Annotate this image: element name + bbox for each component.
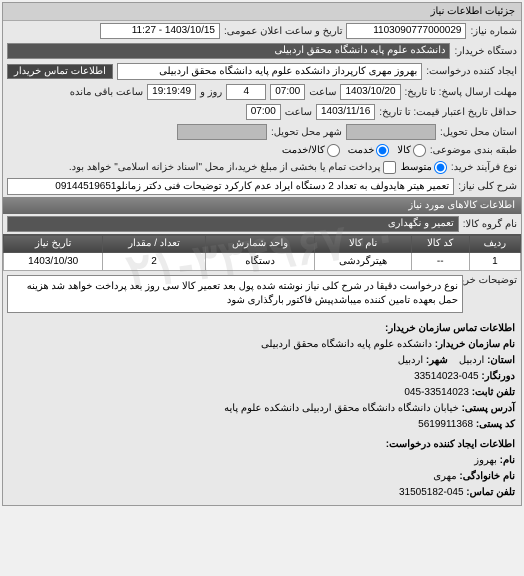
buyer-label: دستگاه خریدار: <box>454 46 517 57</box>
state-value: اردبیل <box>459 355 484 366</box>
zip-label: کد پستی: <box>476 419 515 430</box>
buyer-field: دانشکده علوم پایه دانشگاه محقق اردبیلی <box>7 43 450 59</box>
tel-label: تلفن ثابت: <box>472 387 515 398</box>
th-4: تعداد / مقدار <box>103 235 205 253</box>
proc-radios: متوسط <box>400 161 446 174</box>
table-header-row: ردیف کد کالا نام کالا واحد شمارش تعداد /… <box>4 235 521 253</box>
radio-both-label: کالا/خدمت <box>282 145 325 156</box>
td-2: هیترگردشی <box>315 253 411 271</box>
deliv-city-field <box>177 124 267 140</box>
pubdate-field: 1403/10/15 - 11:27 <box>100 23 220 39</box>
pubdate-label: تاریخ و ساعت اعلان عمومی: <box>224 26 343 37</box>
lname-value: مهری <box>433 471 456 482</box>
fax-value: 045-33514023 <box>414 371 479 382</box>
budget-radios: کالا خدمت کالا/خدمت <box>282 144 426 157</box>
td-5: 1403/10/30 <box>4 253 103 271</box>
main-panel: جزئیات اطلاعات نیاز شماره نیاز: 11030907… <box>2 2 522 506</box>
contact-block: اطلاعات تماس سازمان خریدار: نام سازمان خ… <box>3 317 521 505</box>
phone-value: 045-31505182 <box>399 487 464 498</box>
cat-field: تعمیر و نگهداری <box>7 216 459 232</box>
row-budget: طبقه بندی موضوعی: کالا خدمت کالا/خدمت <box>3 142 521 159</box>
radio-kala-label: کالا <box>397 145 411 156</box>
row-creator: ایجاد کننده درخواست: بهروز مهری کارپرداز… <box>3 61 521 82</box>
time-label-1: ساعت <box>309 87 336 98</box>
radio-khedmat-label: خدمت <box>348 145 375 156</box>
th-5: تاریخ نیاز <box>4 235 103 253</box>
remain-label: ساعت باقی مانده <box>70 87 143 98</box>
row-resp-from: مهلت ارسال پاسخ: تا تاریخ: 1403/10/20 سا… <box>3 82 521 102</box>
remain-field: 19:19:49 <box>147 84 196 100</box>
goods-title: اطلاعات کالاهای مورد نیاز <box>3 197 521 214</box>
td-1: -- <box>411 253 469 271</box>
tel-value: 33514023-045 <box>404 387 469 398</box>
resp-from-date: 1403/10/20 <box>340 84 400 100</box>
time-label-2: ساعت <box>285 107 312 118</box>
state-label: استان: <box>487 355 515 366</box>
desc-label: شرح کلی نیاز: <box>458 181 517 192</box>
proc-note-check[interactable]: پرداخت تمام یا بخشی از مبلغ خرید،از محل … <box>69 161 397 174</box>
td-0: 1 <box>469 253 520 271</box>
fax-label: دورنگار: <box>481 371 515 382</box>
creator-label: ایجاد کننده درخواست: <box>426 66 517 77</box>
resp-to-time: 07:00 <box>246 104 281 120</box>
row-delivery: استان محل تحویل: شهر محل تحویل: <box>3 122 521 142</box>
radio-both[interactable]: کالا/خدمت <box>282 144 340 157</box>
creator-title: اطلاعات ایجاد کننده درخواست: <box>9 437 515 453</box>
resp-from-time: 07:00 <box>270 84 305 100</box>
panel-title: جزئیات اطلاعات نیاز <box>3 3 521 21</box>
th-0: ردیف <box>469 235 520 253</box>
fname-value: بهروز <box>474 455 497 466</box>
city-value: اردبیل <box>398 355 423 366</box>
deliv-state-label: استان محل تحویل: <box>440 127 517 138</box>
row-resp-to: حداقل تاریخ اعتبار قیمت: تا تاریخ: 1403/… <box>3 102 521 122</box>
lname-label: نام خانوادگی: <box>459 471 515 482</box>
row-buyer: دستگاه خریدار: دانشکده علوم پایه دانشگاه… <box>3 41 521 61</box>
contact-title: اطلاعات تماس سازمان خریدار: <box>9 321 515 337</box>
table-row: 1 -- هیترگردشی دستگاه 2 1403/10/30 <box>4 253 521 271</box>
phone-label: تلفن تماس: <box>466 487 515 498</box>
resp-to-label: حداقل تاریخ اعتبار قیمت: تا تاریخ: <box>379 107 517 118</box>
days-field: 4 <box>226 84 266 100</box>
notes-label: توضیحات خریدار: <box>467 275 517 286</box>
zip-value: 5619911368 <box>418 419 473 430</box>
notes-field: نوع درخواست دقیقا در شرح کلی نیاز نوشته … <box>7 275 463 313</box>
th-2: نام کالا <box>315 235 411 253</box>
cat-label: نام گروه کالا: <box>463 219 517 230</box>
creator-field: بهروز مهری کارپرداز دانشکده علوم پایه دا… <box>117 63 422 80</box>
row-desc: شرح کلی نیاز: تعمیر هیتر هایدولف به تعدا… <box>3 176 521 197</box>
proc-note: پرداخت تمام یا بخشی از مبلغ خرید،از محل … <box>69 162 381 173</box>
td-3: دستگاه <box>205 253 315 271</box>
fname-label: نام: <box>500 455 515 466</box>
deliv-state-field <box>346 124 436 140</box>
deliv-city-label: شهر محل تحویل: <box>271 127 342 138</box>
row-proc: نوع فرآیند خرید: متوسط پرداخت تمام یا بخ… <box>3 159 521 176</box>
resp-to-date: 1403/11/16 <box>316 104 375 120</box>
addr-value: خیابان دانشگاه دانشگاه محقق اردبیلی دانش… <box>224 403 459 414</box>
contact-button[interactable]: اطلاعات تماس خریدار <box>7 64 113 79</box>
radio-mid[interactable]: متوسط <box>400 161 446 174</box>
proc-label: نوع فرآیند خرید: <box>451 162 517 173</box>
td-4: 2 <box>103 253 205 271</box>
reqno-field: 1103090777000029 <box>346 23 466 39</box>
goods-table: ردیف کد کالا نام کالا واحد شمارش تعداد /… <box>3 234 521 271</box>
desc-field: تعمیر هیتر هایدولف به تعداد 2 دستگاه ایر… <box>7 178 454 195</box>
org-value: دانشکده علوم پایه دانشگاه محقق اردبیلی <box>261 339 432 350</box>
row-notes: توضیحات خریدار: نوع درخواست دقیقا در شرح… <box>3 271 521 317</box>
radio-khedmat[interactable]: خدمت <box>348 144 390 157</box>
budget-label: طبقه بندی موضوعی: <box>430 145 517 156</box>
radio-kala[interactable]: کالا <box>397 144 426 157</box>
row-cat: نام گروه کالا: تعمیر و نگهداری <box>3 214 521 234</box>
reqno-label: شماره نیاز: <box>470 26 517 37</box>
radio-mid-label: متوسط <box>400 162 431 173</box>
addr-label: آدرس پستی: <box>462 403 515 414</box>
days-label: روز و <box>200 87 222 98</box>
th-3: واحد شمارش <box>205 235 315 253</box>
th-1: کد کالا <box>411 235 469 253</box>
city-label: شهر: <box>426 355 448 366</box>
row-reqno: شماره نیاز: 1103090777000029 تاریخ و ساع… <box>3 21 521 41</box>
org-label: نام سازمان خریدار: <box>435 339 515 350</box>
resp-from-label: مهلت ارسال پاسخ: تا تاریخ: <box>405 87 517 98</box>
